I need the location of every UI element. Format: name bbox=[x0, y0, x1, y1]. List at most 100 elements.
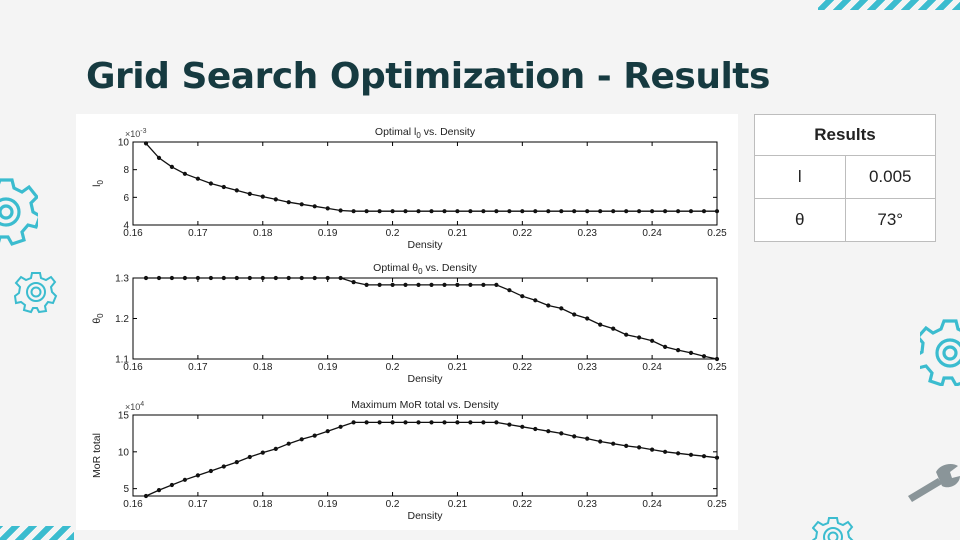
x-tick-label: 0.21 bbox=[448, 362, 468, 373]
data-point bbox=[234, 188, 239, 193]
bottom-stripe-decoration bbox=[0, 526, 74, 540]
data-point bbox=[429, 420, 434, 425]
x-tick-label: 0.17 bbox=[188, 362, 208, 373]
plot-area bbox=[132, 141, 718, 226]
data-point bbox=[572, 209, 577, 214]
data-point bbox=[481, 282, 486, 287]
x-tick-label: 0.23 bbox=[577, 362, 597, 373]
x-tick-label: 0.18 bbox=[253, 499, 273, 510]
x-tick-label: 0.23 bbox=[577, 499, 597, 510]
data-point bbox=[520, 424, 525, 429]
data-point bbox=[701, 354, 707, 359]
data-point bbox=[156, 488, 162, 493]
data-point bbox=[585, 436, 590, 441]
data-point bbox=[143, 275, 149, 281]
data-point bbox=[546, 429, 551, 434]
axis-exponent: ×104 bbox=[125, 401, 144, 412]
results-table-header: Results bbox=[754, 114, 936, 156]
data-point bbox=[688, 209, 694, 214]
data-point bbox=[507, 422, 512, 427]
gear-icon bbox=[812, 517, 854, 540]
chart-title-main: Optimal l bbox=[375, 126, 416, 138]
data-point bbox=[429, 282, 434, 287]
x-tick-label: 0.18 bbox=[253, 362, 273, 373]
axis-exponent-power: 4 bbox=[140, 401, 144, 408]
data-point bbox=[714, 209, 720, 214]
data-point bbox=[442, 209, 447, 214]
chart-panel-1: 0.16 0.17 0.18 0.19 0.2 0.21 0.22 0.23 0.24 0.25 4… bbox=[91, 126, 727, 251]
data-point bbox=[637, 445, 642, 450]
y-tick-label: 10 bbox=[118, 138, 130, 149]
data-point bbox=[650, 209, 655, 214]
x-tick-label: 0.19 bbox=[318, 499, 338, 510]
x-tick-label: 0.24 bbox=[642, 362, 662, 373]
x-tick-label: 0.16 bbox=[123, 228, 143, 239]
data-point bbox=[351, 209, 356, 214]
data-point bbox=[546, 303, 551, 308]
table-cell-symbol: θ bbox=[754, 198, 846, 242]
data-point bbox=[156, 155, 162, 160]
data-point bbox=[572, 434, 577, 439]
data-point bbox=[325, 206, 330, 211]
data-point bbox=[611, 441, 616, 446]
data-point bbox=[351, 280, 356, 285]
data-point bbox=[676, 209, 681, 214]
data-point bbox=[338, 424, 343, 429]
data-point bbox=[442, 282, 447, 287]
data-point bbox=[455, 420, 460, 425]
x-tick-label: 0.19 bbox=[318, 228, 338, 239]
y-axis-label-main: θ bbox=[91, 318, 103, 324]
y-tick-label: 1.3 bbox=[115, 274, 129, 285]
data-point bbox=[234, 460, 239, 465]
data-point bbox=[403, 282, 408, 287]
x-tick-label: 0.25 bbox=[707, 499, 727, 510]
data-point bbox=[520, 209, 525, 214]
data-point bbox=[688, 350, 694, 355]
charts-figure: 0.16 0.17 0.18 0.19 0.2 0.21 0.22 0.23 0.24 0.25 4… bbox=[91, 126, 727, 522]
data-point bbox=[714, 356, 720, 362]
y-axis-label-subscript: 0 bbox=[96, 313, 105, 318]
top-stripe-decoration bbox=[818, 0, 960, 10]
data-point bbox=[455, 209, 460, 214]
data-point bbox=[169, 164, 174, 169]
data-point bbox=[533, 426, 538, 432]
data-point bbox=[701, 209, 707, 214]
data-point bbox=[676, 451, 681, 456]
data-point bbox=[286, 441, 291, 446]
y-tick-label: 5 bbox=[123, 484, 129, 495]
chart-panel-3: 0.16 0.17 0.18 0.19 0.2 0.21 0.22 0.23 0.24 0.25 5… bbox=[91, 399, 727, 522]
data-point bbox=[195, 176, 200, 181]
data-point bbox=[468, 282, 473, 287]
data-point bbox=[273, 275, 278, 281]
x-tick-label: 0.22 bbox=[513, 499, 533, 510]
data-point bbox=[598, 322, 603, 327]
data-point bbox=[572, 312, 577, 317]
data-point bbox=[221, 275, 226, 281]
x-tick-label: 0.17 bbox=[188, 228, 208, 239]
data-point bbox=[247, 275, 252, 281]
wrench-icon bbox=[908, 464, 960, 502]
data-point bbox=[208, 181, 213, 186]
chart-title: Optimal l0 vs. Density bbox=[375, 126, 476, 140]
chart-title: Maximum MoR total vs. Density bbox=[351, 399, 499, 411]
table-row: θ 73° bbox=[754, 198, 936, 242]
data-point bbox=[169, 275, 174, 281]
plot-area bbox=[132, 414, 718, 497]
data-point bbox=[208, 468, 213, 474]
x-tick-label: 0.21 bbox=[448, 499, 468, 510]
x-tick-label: 0.17 bbox=[188, 499, 208, 510]
data-point bbox=[195, 275, 200, 281]
data-point bbox=[247, 454, 252, 460]
data-point bbox=[312, 275, 317, 281]
data-point bbox=[442, 420, 447, 425]
x-tick-label: 0.2 bbox=[386, 362, 400, 373]
data-point bbox=[247, 191, 252, 196]
y-axis-label-main: l bbox=[91, 185, 103, 187]
series-line bbox=[146, 277, 718, 360]
data-point bbox=[455, 282, 460, 287]
data-point bbox=[688, 452, 694, 457]
series-line bbox=[145, 142, 717, 212]
data-point bbox=[507, 209, 512, 214]
data-point bbox=[559, 431, 564, 436]
data-point bbox=[494, 420, 499, 425]
